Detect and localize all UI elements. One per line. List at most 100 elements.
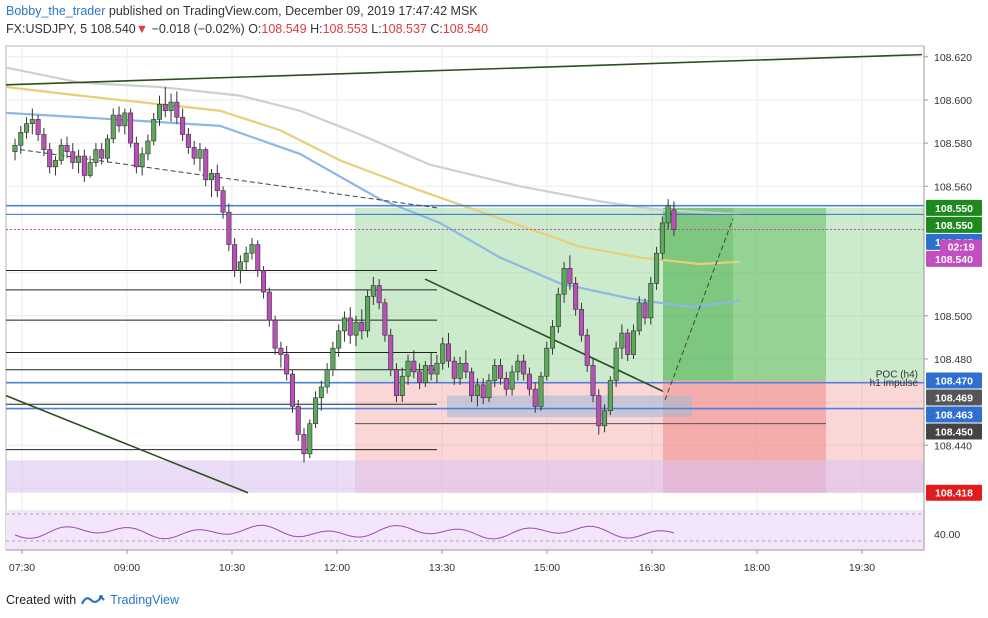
- candle-body[interactable]: [613, 347, 619, 381]
- candle-body[interactable]: [584, 334, 590, 366]
- candle[interactable]: [515, 354, 521, 381]
- candle-body[interactable]: [417, 371, 423, 383]
- candle[interactable]: [110, 108, 116, 144]
- candle-body[interactable]: [341, 317, 347, 332]
- candle-body[interactable]: [226, 211, 232, 245]
- candle[interactable]: [209, 169, 215, 198]
- candle[interactable]: [12, 138, 18, 161]
- candle[interactable]: [76, 149, 82, 174]
- candle[interactable]: [480, 378, 486, 405]
- candle-body[interactable]: [185, 134, 191, 148]
- candle[interactable]: [555, 287, 561, 334]
- candle-body[interactable]: [567, 267, 573, 284]
- candle-body[interactable]: [35, 119, 41, 135]
- candle-body[interactable]: [434, 362, 440, 375]
- candle-body[interactable]: [70, 151, 76, 163]
- candle[interactable]: [237, 255, 243, 284]
- candle[interactable]: [613, 341, 619, 387]
- candle[interactable]: [353, 315, 359, 346]
- candle-body[interactable]: [203, 149, 209, 181]
- candle-body[interactable]: [630, 330, 636, 355]
- candle-body[interactable]: [209, 173, 215, 181]
- candle-body[interactable]: [104, 138, 110, 159]
- candle[interactable]: [590, 358, 596, 403]
- candle-body[interactable]: [399, 375, 405, 396]
- candle-body[interactable]: [578, 308, 584, 336]
- candle-body[interactable]: [12, 144, 18, 153]
- candle[interactable]: [295, 399, 301, 441]
- candle-body[interactable]: [58, 144, 64, 161]
- candle[interactable]: [29, 108, 35, 135]
- candle-body[interactable]: [353, 321, 359, 336]
- candle[interactable]: [561, 261, 567, 303]
- candle[interactable]: [64, 136, 70, 159]
- candle-body[interactable]: [128, 112, 134, 144]
- candle-body[interactable]: [440, 343, 446, 364]
- candle-body[interactable]: [671, 209, 677, 230]
- candle-body[interactable]: [295, 406, 301, 435]
- candle-body[interactable]: [255, 244, 261, 271]
- candle[interactable]: [255, 240, 261, 277]
- candle[interactable]: [376, 279, 382, 310]
- author-link[interactable]: Bobby_the_trader: [6, 4, 106, 18]
- candle[interactable]: [93, 143, 99, 167]
- candle-body[interactable]: [243, 252, 249, 263]
- candle[interactable]: [665, 199, 671, 230]
- candle[interactable]: [122, 108, 128, 135]
- candle[interactable]: [58, 138, 64, 165]
- candle[interactable]: [457, 356, 463, 385]
- candle[interactable]: [642, 298, 648, 325]
- candle-body[interactable]: [133, 142, 139, 168]
- candle[interactable]: [405, 354, 411, 385]
- candle-body[interactable]: [498, 365, 504, 379]
- candle[interactable]: [203, 147, 209, 187]
- candles[interactable]: [12, 87, 677, 463]
- candle[interactable]: [133, 136, 139, 174]
- candle-body[interactable]: [428, 365, 434, 375]
- candle-body[interactable]: [313, 397, 319, 424]
- candle-body[interactable]: [411, 360, 417, 373]
- candle-body[interactable]: [359, 321, 365, 332]
- candle-body[interactable]: [509, 371, 515, 390]
- candle-body[interactable]: [249, 244, 255, 254]
- candle[interactable]: [422, 361, 428, 387]
- candle-body[interactable]: [52, 160, 58, 168]
- candle-body[interactable]: [191, 147, 197, 159]
- candle-body[interactable]: [237, 261, 243, 271]
- candle-body[interactable]: [636, 302, 642, 332]
- candle-body[interactable]: [87, 162, 93, 176]
- candle[interactable]: [648, 276, 654, 325]
- candle-body[interactable]: [24, 123, 30, 133]
- candle[interactable]: [232, 238, 238, 277]
- candle-body[interactable]: [642, 302, 648, 319]
- candle-body[interactable]: [573, 283, 579, 310]
- candle[interactable]: [365, 289, 371, 338]
- candle-body[interactable]: [538, 375, 544, 407]
- candle-body[interactable]: [532, 388, 538, 407]
- candle[interactable]: [220, 186, 226, 219]
- candle-body[interactable]: [492, 365, 498, 381]
- candle-body[interactable]: [602, 410, 608, 427]
- candle-body[interactable]: [422, 365, 428, 383]
- candle[interactable]: [191, 140, 197, 165]
- candle-body[interactable]: [197, 149, 203, 159]
- candle[interactable]: [526, 367, 532, 396]
- candle[interactable]: [428, 352, 434, 381]
- candle[interactable]: [359, 309, 365, 340]
- candle-body[interactable]: [365, 296, 371, 332]
- candle-body[interactable]: [214, 173, 220, 191]
- candle-body[interactable]: [469, 371, 475, 396]
- candle-body[interactable]: [463, 362, 469, 373]
- candle[interactable]: [81, 149, 87, 182]
- candle[interactable]: [272, 315, 278, 355]
- candle[interactable]: [550, 320, 556, 355]
- candle[interactable]: [318, 380, 324, 411]
- candle[interactable]: [411, 350, 417, 379]
- candle[interactable]: [630, 324, 636, 359]
- candle[interactable]: [544, 341, 550, 381]
- candle-body[interactable]: [18, 132, 24, 146]
- candle[interactable]: [336, 324, 342, 357]
- candle[interactable]: [347, 307, 353, 344]
- candle-body[interactable]: [405, 360, 411, 377]
- candle[interactable]: [197, 143, 203, 172]
